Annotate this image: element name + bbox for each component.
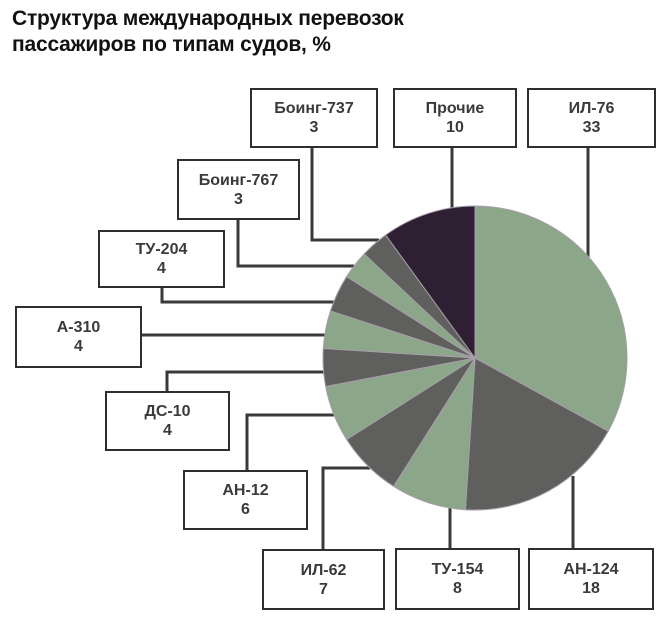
label-box-boeing-737: Боинг-737 3 xyxy=(250,88,378,148)
label-value: 4 xyxy=(157,260,166,277)
label-name: АН-124 xyxy=(563,561,619,578)
connector-il-62 xyxy=(321,466,370,549)
label-value: 7 xyxy=(319,580,328,598)
pie-slice-an-124 xyxy=(464,357,609,511)
label-box-an-124: АН-124 18 xyxy=(528,548,654,610)
label-name: ИЛ-62 xyxy=(300,561,347,579)
connector-boeing-767 xyxy=(236,220,354,268)
connector-dc-10 xyxy=(165,370,324,391)
label-value: 8 xyxy=(453,580,462,597)
label-box-an-12: АН-12 6 xyxy=(183,470,308,530)
label-box-tu-204: ТУ-204 4 xyxy=(98,230,225,288)
label-value: 4 xyxy=(74,338,83,355)
label-box-other: Прочие 10 xyxy=(393,88,517,148)
label-name: Прочие xyxy=(425,100,485,117)
label-box-dc-10: ДС-10 4 xyxy=(105,391,230,451)
label-value: 3 xyxy=(309,119,319,136)
label-name: ИЛ-76 xyxy=(568,100,615,117)
label-name: А-310 xyxy=(56,319,101,336)
label-box-a-310: А-310 4 xyxy=(15,306,142,368)
label-value: 4 xyxy=(163,422,172,439)
label-name: АН-12 xyxy=(222,482,269,499)
label-value: 10 xyxy=(446,119,464,136)
pie-slice-il-76 xyxy=(474,205,628,432)
label-name: ТУ-204 xyxy=(135,241,188,258)
pie-chart xyxy=(322,205,628,511)
label-value: 18 xyxy=(582,580,600,597)
pie-slice-other xyxy=(384,205,476,360)
label-value: 3 xyxy=(234,190,243,208)
label-box-tu-154: ТУ-154 8 xyxy=(395,548,520,610)
label-name: ДС-10 xyxy=(144,403,191,420)
label-box-boeing-767: Боинг-767 3 xyxy=(177,159,300,220)
connector-tu-204 xyxy=(160,288,334,304)
label-name: Боинг-737 xyxy=(274,100,354,117)
label-name: ТУ-154 xyxy=(431,561,484,578)
connector-an-12 xyxy=(245,413,334,470)
label-name: Боинг-767 xyxy=(198,171,279,189)
connector-boeing-737 xyxy=(310,148,379,242)
label-value: 6 xyxy=(241,501,250,518)
chart-title: Структура международных перевозок пассаж… xyxy=(12,7,404,57)
label-value: 33 xyxy=(582,119,601,136)
label-box-il-76: ИЛ-76 33 xyxy=(527,88,656,148)
connector-lines xyxy=(142,148,590,549)
label-box-il-62: ИЛ-62 7 xyxy=(262,549,385,610)
